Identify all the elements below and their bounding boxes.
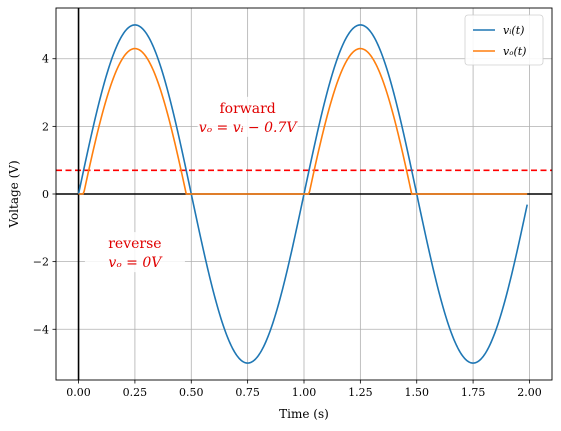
x-tick-label: 1.25 — [348, 386, 373, 399]
legend: vᵢ(t) vₒ(t) — [464, 14, 544, 66]
x-tick-label: 1.75 — [461, 386, 486, 399]
x-tick-label: 1.00 — [292, 386, 317, 399]
annotation-forward-title: forward — [219, 101, 275, 117]
legend-box — [464, 14, 544, 66]
x-axis-label: Time (s) — [279, 407, 329, 421]
x-tick-label: 0.00 — [66, 386, 91, 399]
y-tick-label: 2 — [42, 120, 49, 133]
annotation-reverse-equation: vₒ = 0V — [108, 255, 163, 271]
series-line-output — [78, 47, 528, 195]
annotation-reverse-title: reverse — [108, 236, 161, 252]
series-line-input — [77, 24, 528, 364]
annotation-reverse-background — [84, 232, 185, 273]
annotations: forward vₒ = vᵢ − 0.7V reverse vₒ = 0V — [84, 96, 299, 273]
x-tick-label: 0.75 — [235, 386, 260, 399]
legend-label: vₒ(t) — [503, 45, 526, 58]
y-axis-label: Voltage (V) — [7, 160, 21, 228]
y-tick-label: −2 — [33, 256, 49, 269]
y-tick-label: 4 — [42, 53, 49, 66]
y-tick-label: 0 — [42, 188, 49, 201]
annotation-forward-equation: vₒ = vᵢ − 0.7V — [199, 120, 299, 136]
x-tick-label: 0.25 — [123, 386, 148, 399]
x-tick-label: 0.50 — [179, 386, 204, 399]
axis-ticks: 0.00 0.25 0.50 0.75 1.00 1.25 1.50 1.75 2.00 −4 −2… — [33, 53, 542, 399]
legend-label: vᵢ(t) — [503, 24, 524, 37]
data-series — [77, 24, 528, 364]
y-tick-label: −4 — [33, 323, 49, 336]
annotation-forward-background — [197, 96, 298, 137]
x-tick-label: 2.00 — [517, 386, 542, 399]
x-tick-label: 1.50 — [404, 386, 429, 399]
